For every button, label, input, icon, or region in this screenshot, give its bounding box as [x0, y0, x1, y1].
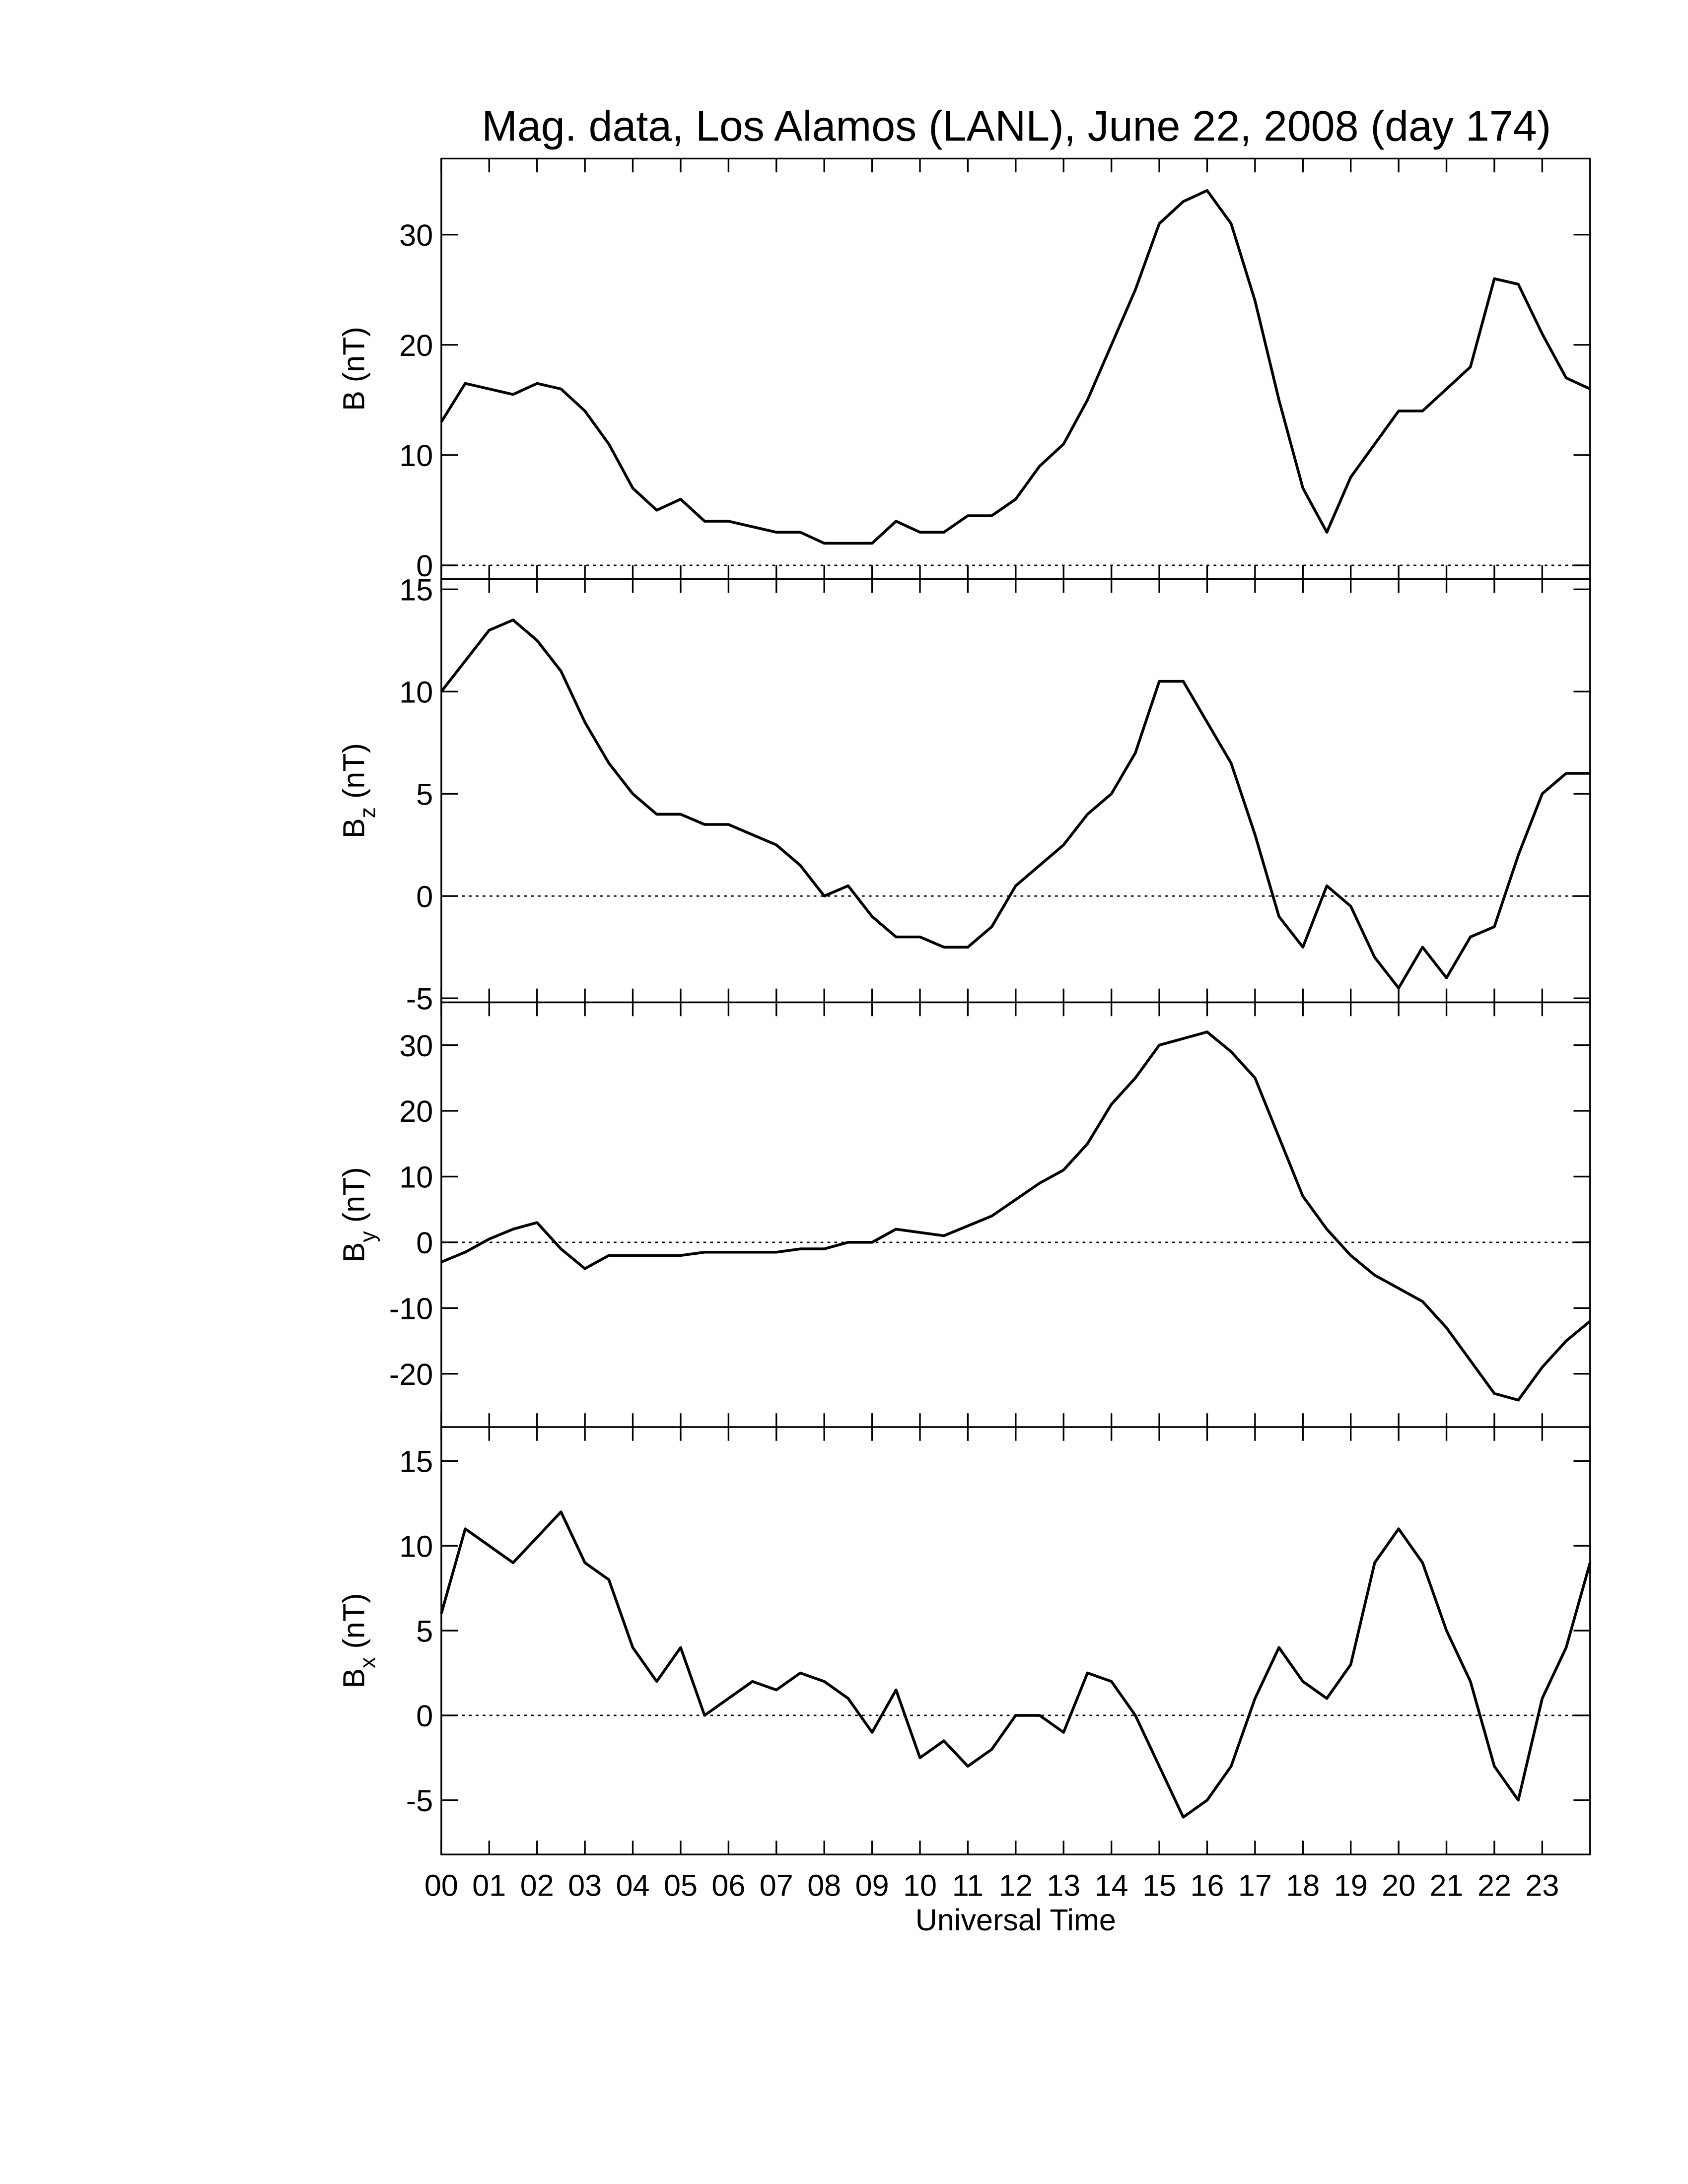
y-axis-label: B (nT) [337, 327, 370, 411]
y-tick-label: 15 [399, 573, 433, 607]
y-tick-label: -10 [389, 1292, 433, 1326]
y-tick-label: 30 [399, 218, 433, 252]
y-axis-label: Bz (nT) [337, 743, 380, 838]
x-tick-label: 22 [1477, 1868, 1511, 1902]
y-tick-label: 15 [399, 1445, 433, 1479]
y-tick-label: 0 [416, 1699, 433, 1733]
label-subscript: x [356, 1657, 380, 1668]
x-tick-label: 20 [1382, 1868, 1415, 1902]
chart-title: Mag. data, Los Alamos (LANL), June 22, 2… [482, 102, 1551, 150]
x-tick-label: 17 [1238, 1868, 1272, 1902]
label-subscript: z [356, 807, 380, 818]
y-tick-label: 5 [416, 777, 433, 811]
y-tick-label: 10 [399, 439, 433, 473]
x-tick-label: 16 [1190, 1868, 1224, 1902]
y-axis-label: By (nT) [337, 1167, 380, 1262]
data-line [440, 1510, 1592, 1819]
x-tick-label: 04 [616, 1868, 650, 1902]
x-tick-label: 00 [424, 1868, 458, 1902]
y-tick-label: -20 [389, 1358, 433, 1391]
data-line [440, 189, 1591, 545]
label-symbol: B [337, 1668, 370, 1689]
y-tick-label: 10 [399, 1529, 433, 1563]
x-tick-label: 03 [568, 1868, 602, 1902]
x-tick-label: 14 [1095, 1868, 1128, 1902]
label-unit: (nT) [337, 743, 370, 807]
x-tick-label: 12 [999, 1868, 1033, 1902]
x-tick-label: 07 [760, 1868, 793, 1902]
x-axis-label: Universal Time [915, 1903, 1116, 1937]
x-tick-label: 10 [903, 1868, 937, 1902]
x-tick-label: 09 [855, 1868, 889, 1902]
y-axis-label: Bx (nT) [337, 1593, 380, 1689]
label-subscript: y [356, 1230, 380, 1242]
y-tick-label: -5 [406, 1784, 433, 1818]
y-tick-label: 0 [416, 549, 433, 583]
x-tick-label: 18 [1286, 1868, 1320, 1902]
y-tick-label: 30 [399, 1029, 433, 1063]
label-unit: (nT) [337, 1593, 370, 1657]
label-symbol: B [337, 818, 370, 838]
x-tick-label: 19 [1334, 1868, 1368, 1902]
x-tick-label: 23 [1525, 1868, 1559, 1902]
label-symbol: B [337, 1242, 370, 1262]
x-tick-label: 05 [664, 1868, 698, 1902]
y-tick-label: 20 [399, 329, 433, 362]
x-tick-label: 08 [807, 1868, 841, 1902]
y-tick-label: 10 [399, 675, 433, 709]
x-tick-label: 11 [952, 1868, 984, 1902]
y-tick-label: -5 [406, 982, 433, 1016]
y-tick-label: 0 [416, 880, 433, 913]
x-tick-label: 01 [472, 1868, 506, 1902]
x-tick-label: 06 [711, 1868, 745, 1902]
y-tick-label: 10 [399, 1160, 433, 1194]
x-tick-label: 13 [1047, 1868, 1080, 1902]
data-line [440, 1030, 1591, 1402]
y-tick-label: 20 [399, 1094, 433, 1128]
y-tick-label: 5 [416, 1614, 433, 1648]
x-tick-label: 02 [520, 1868, 554, 1902]
label-unit: (nT) [337, 1167, 370, 1231]
data-line [440, 618, 1590, 990]
x-tick-label: 21 [1430, 1868, 1464, 1902]
y-tick-label: 0 [416, 1226, 433, 1260]
x-tick-label: 15 [1142, 1868, 1176, 1902]
